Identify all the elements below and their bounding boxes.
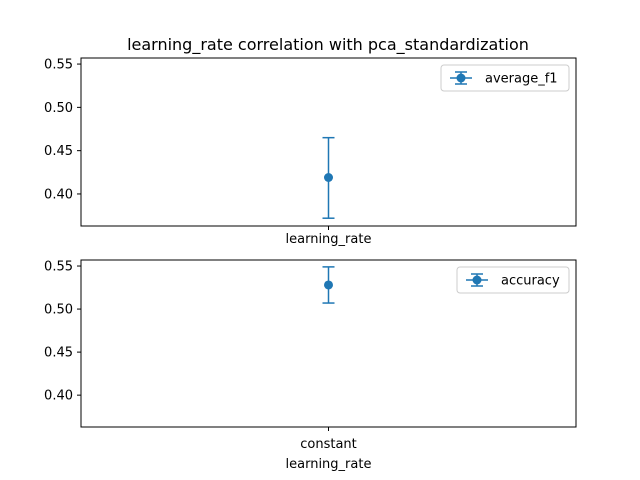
x-axis-label: learning_rate bbox=[286, 232, 372, 247]
y-tick-label: 0.50 bbox=[44, 101, 73, 116]
y-tick-label: 0.45 bbox=[44, 346, 73, 361]
data-point bbox=[324, 280, 333, 290]
x-axis-label: learning_rate bbox=[286, 457, 372, 472]
chart-title: learning_rate correlation with pca_stand… bbox=[127, 35, 529, 55]
legend-marker bbox=[472, 275, 482, 285]
y-tick-label: 0.40 bbox=[44, 187, 73, 202]
panel-average-f1: 0.40 0.45 0.50 0.55 learning_rate average_f1 bbox=[44, 57, 577, 247]
y-tick-label: 0.55 bbox=[44, 260, 73, 275]
legend-box bbox=[440, 64, 570, 92]
legend-box bbox=[456, 266, 570, 294]
data-point bbox=[324, 173, 333, 183]
y-tick-label: 0.50 bbox=[44, 303, 73, 318]
legend-marker bbox=[456, 73, 466, 83]
panel-accuracy: 0.40 0.45 0.50 0.55 constant learning_rate acc… bbox=[44, 259, 577, 472]
y-tick-label: 0.45 bbox=[44, 144, 73, 159]
x-tick-label: constant bbox=[300, 437, 357, 452]
legend-label: accuracy bbox=[501, 274, 560, 289]
legend-label: average_f1 bbox=[485, 72, 558, 87]
y-tick-label: 0.40 bbox=[44, 389, 73, 404]
y-tick-label: 0.55 bbox=[44, 58, 73, 73]
